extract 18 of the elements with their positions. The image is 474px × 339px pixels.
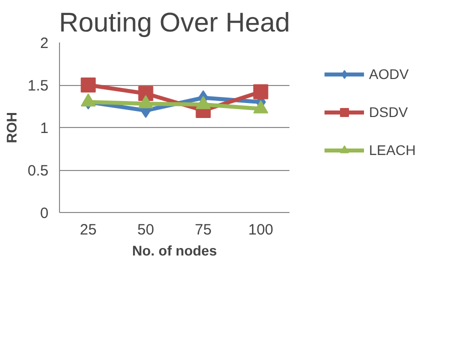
x-tick-label: 25: [80, 222, 97, 238]
x-tick-label: 75: [194, 222, 212, 238]
legend-label: AODV: [369, 66, 409, 82]
x-tick-label: 50: [137, 222, 154, 238]
y-tick-label: 1.5: [28, 78, 49, 94]
point: [80, 78, 96, 92]
legend-label: DSDV: [369, 104, 408, 120]
legend-label: LEACH: [369, 142, 416, 158]
y-tick-label: 2: [40, 35, 48, 52]
y-tick-label: 0: [40, 205, 48, 222]
point: [253, 84, 268, 100]
point: [138, 86, 154, 101]
y-axis-title: ROH: [4, 112, 20, 144]
chart-title: Routing Over Head: [58, 8, 290, 38]
x-tick-label: 100: [248, 222, 274, 238]
y-tick-label: 1: [40, 120, 48, 137]
x-axis-title: No. of nodes: [132, 242, 218, 258]
y-tick-label: 0.5: [28, 162, 49, 180]
